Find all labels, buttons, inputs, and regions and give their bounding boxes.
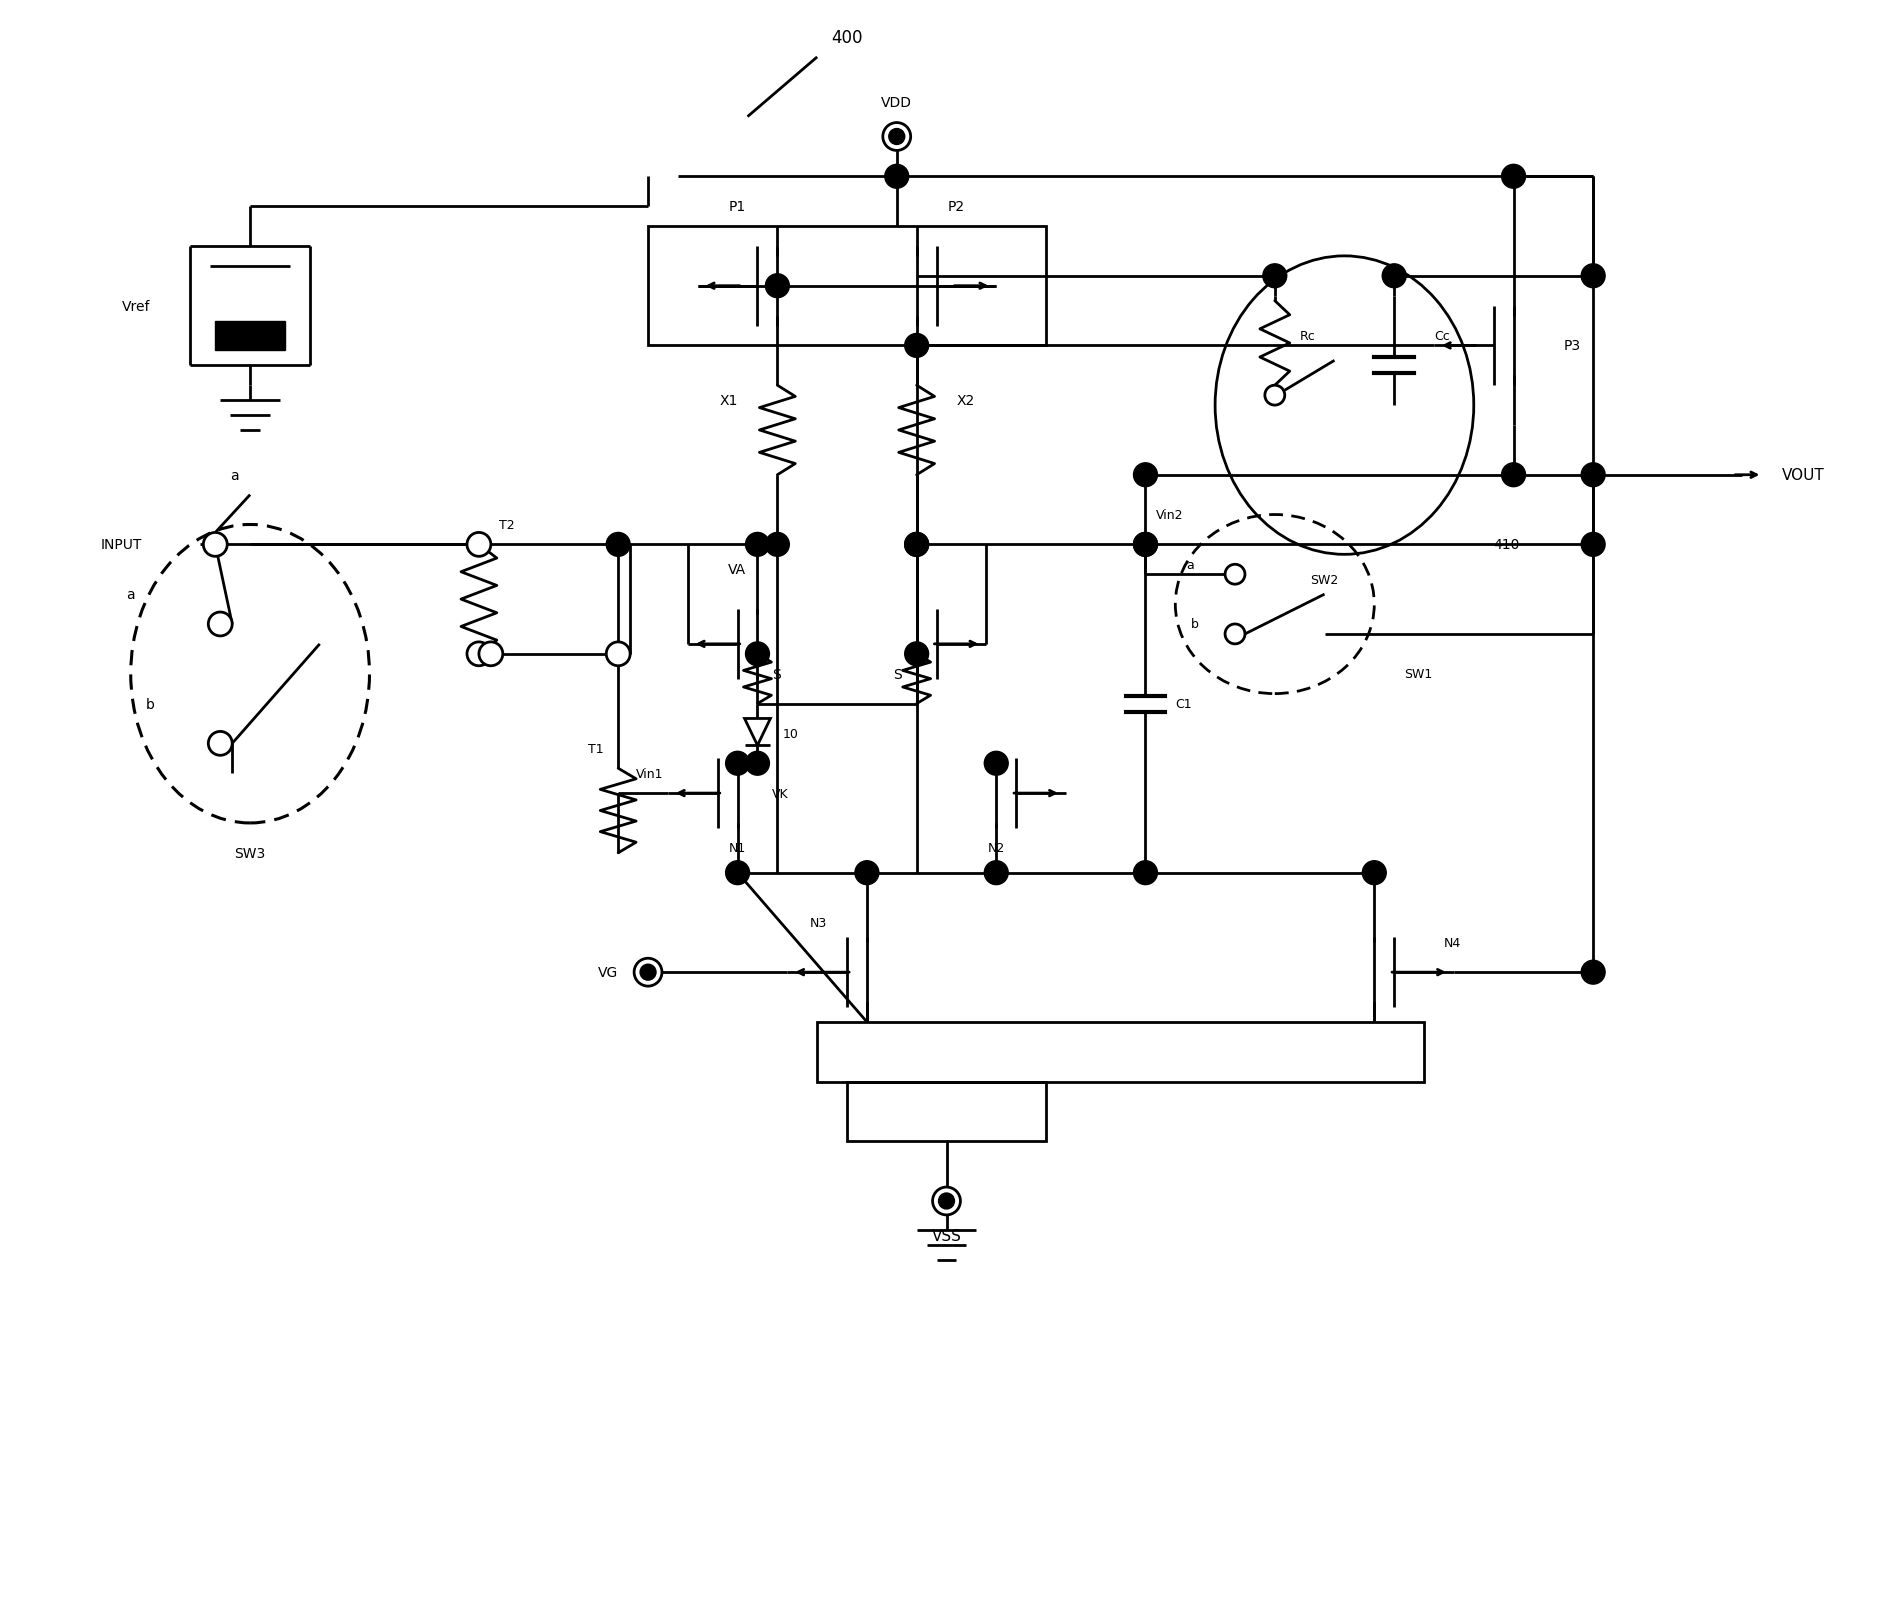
Bar xyxy=(846,1083,1047,1141)
Text: VK: VK xyxy=(772,787,789,800)
Circle shape xyxy=(765,274,789,299)
Circle shape xyxy=(1363,862,1386,885)
Text: a: a xyxy=(1187,558,1194,571)
Circle shape xyxy=(203,532,227,557)
Circle shape xyxy=(1225,565,1246,584)
Circle shape xyxy=(765,532,789,557)
Circle shape xyxy=(882,123,911,151)
Text: SW1: SW1 xyxy=(1405,667,1433,680)
Bar xyxy=(216,321,286,351)
Text: VA: VA xyxy=(727,563,746,576)
Circle shape xyxy=(890,130,905,146)
Text: 400: 400 xyxy=(831,29,863,47)
Text: Rc: Rc xyxy=(1300,329,1316,342)
Circle shape xyxy=(856,862,878,885)
Bar xyxy=(818,1022,1424,1083)
Text: VSS: VSS xyxy=(931,1229,962,1243)
Circle shape xyxy=(1225,625,1246,644)
Text: C1: C1 xyxy=(1176,698,1193,711)
Circle shape xyxy=(606,643,630,667)
Text: Vin1: Vin1 xyxy=(636,768,663,781)
Text: S: S xyxy=(893,667,901,682)
Text: P2: P2 xyxy=(948,200,965,214)
Circle shape xyxy=(606,532,630,557)
Text: SW2: SW2 xyxy=(1310,573,1338,586)
Text: b: b xyxy=(146,698,155,711)
Circle shape xyxy=(984,862,1009,885)
Circle shape xyxy=(746,643,769,667)
Circle shape xyxy=(939,1193,954,1209)
Circle shape xyxy=(1581,532,1605,557)
Bar xyxy=(647,227,1047,346)
Circle shape xyxy=(725,751,750,776)
Text: 410: 410 xyxy=(1494,539,1520,552)
Circle shape xyxy=(1134,532,1157,557)
Circle shape xyxy=(1265,386,1285,406)
Circle shape xyxy=(746,751,769,776)
Circle shape xyxy=(1382,265,1406,289)
Circle shape xyxy=(1581,464,1605,487)
Text: S: S xyxy=(772,667,782,682)
Circle shape xyxy=(884,166,909,190)
Text: T1: T1 xyxy=(587,742,604,755)
Circle shape xyxy=(905,532,929,557)
Circle shape xyxy=(1134,464,1157,487)
Circle shape xyxy=(1581,961,1605,985)
Text: P1: P1 xyxy=(729,200,746,214)
Text: 10: 10 xyxy=(782,727,799,740)
Text: INPUT: INPUT xyxy=(100,539,142,552)
Text: VOUT: VOUT xyxy=(1781,467,1825,484)
Text: b: b xyxy=(1191,618,1198,631)
Text: Cc: Cc xyxy=(1435,329,1450,342)
Circle shape xyxy=(725,862,750,885)
Circle shape xyxy=(905,532,929,557)
Circle shape xyxy=(905,643,929,667)
Circle shape xyxy=(933,1188,960,1216)
Circle shape xyxy=(1501,166,1526,190)
Text: a: a xyxy=(231,469,239,482)
Circle shape xyxy=(640,964,657,980)
Text: SW3: SW3 xyxy=(235,846,265,860)
Text: VDD: VDD xyxy=(882,96,912,110)
Text: Vref: Vref xyxy=(123,299,151,313)
Text: T2: T2 xyxy=(500,519,515,532)
Circle shape xyxy=(468,643,490,667)
Text: a: a xyxy=(127,588,134,602)
Circle shape xyxy=(984,751,1009,776)
Text: X1: X1 xyxy=(719,394,738,407)
Polygon shape xyxy=(744,719,770,747)
Circle shape xyxy=(634,959,663,987)
Circle shape xyxy=(1263,265,1287,289)
Circle shape xyxy=(746,532,769,557)
Circle shape xyxy=(468,532,490,557)
Text: N1: N1 xyxy=(729,842,746,855)
Circle shape xyxy=(1581,265,1605,289)
Text: N4: N4 xyxy=(1444,936,1461,949)
Text: VG: VG xyxy=(598,966,619,980)
Circle shape xyxy=(1134,532,1157,557)
Text: N2: N2 xyxy=(988,842,1005,855)
Text: P3: P3 xyxy=(1564,339,1581,354)
Text: X2: X2 xyxy=(956,394,975,407)
Circle shape xyxy=(479,643,504,667)
Circle shape xyxy=(208,732,233,756)
Circle shape xyxy=(905,334,929,359)
Circle shape xyxy=(1501,464,1526,487)
Circle shape xyxy=(1134,862,1157,885)
Circle shape xyxy=(208,612,233,636)
Text: Vin2: Vin2 xyxy=(1155,508,1183,521)
Text: N3: N3 xyxy=(810,917,827,930)
